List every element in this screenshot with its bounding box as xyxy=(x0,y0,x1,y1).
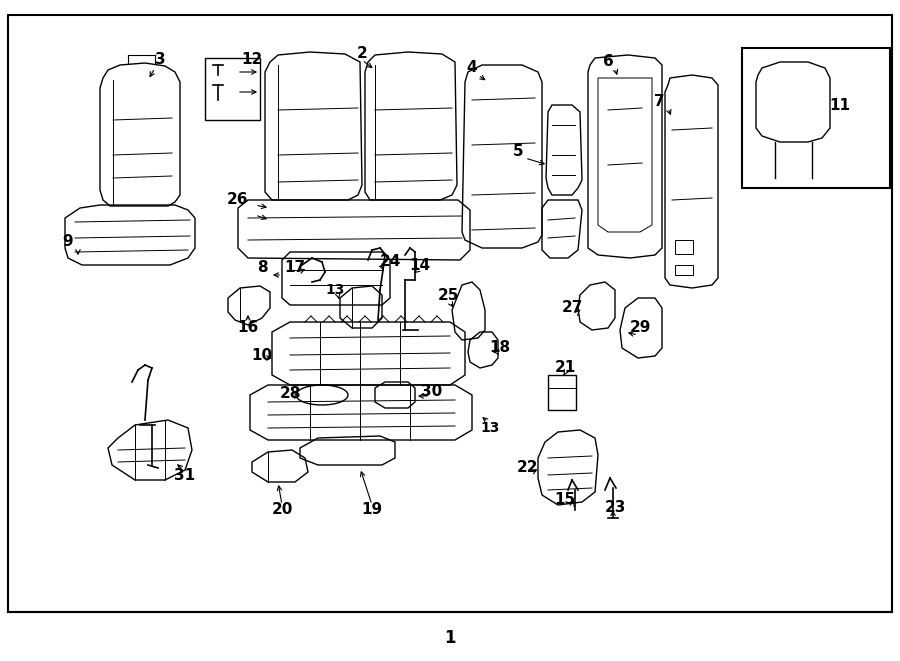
Text: 1: 1 xyxy=(445,629,455,647)
Text: 20: 20 xyxy=(271,502,292,518)
Text: 28: 28 xyxy=(279,385,301,401)
Bar xyxy=(675,240,693,254)
Text: 24: 24 xyxy=(379,254,400,270)
Text: 8: 8 xyxy=(256,260,267,276)
Text: 14: 14 xyxy=(410,258,430,272)
Bar xyxy=(548,375,576,410)
Text: 13: 13 xyxy=(481,421,500,435)
Text: 7: 7 xyxy=(654,95,665,110)
Text: 23: 23 xyxy=(604,500,626,516)
Text: 19: 19 xyxy=(362,502,382,518)
Text: 4: 4 xyxy=(467,61,477,75)
Text: 6: 6 xyxy=(603,54,614,69)
Text: 9: 9 xyxy=(63,235,73,249)
Text: 2: 2 xyxy=(356,46,367,61)
Text: 10: 10 xyxy=(251,348,273,362)
Text: 30: 30 xyxy=(421,385,443,399)
Text: 17: 17 xyxy=(284,260,306,276)
Text: 11: 11 xyxy=(830,98,850,112)
Text: 21: 21 xyxy=(554,360,576,375)
Bar xyxy=(742,48,890,188)
Bar xyxy=(205,58,260,120)
Text: 22: 22 xyxy=(518,461,539,475)
Text: 27: 27 xyxy=(562,301,582,315)
Text: 5: 5 xyxy=(513,145,523,159)
Text: 25: 25 xyxy=(437,288,459,303)
Text: 15: 15 xyxy=(554,492,576,508)
Text: 12: 12 xyxy=(241,52,263,67)
Text: 3: 3 xyxy=(155,52,166,67)
Bar xyxy=(675,265,693,275)
Text: 16: 16 xyxy=(238,321,258,336)
Text: 13: 13 xyxy=(325,283,345,297)
Text: 29: 29 xyxy=(629,321,651,336)
Text: 26: 26 xyxy=(227,192,248,208)
Text: 31: 31 xyxy=(175,467,195,483)
Text: 18: 18 xyxy=(490,340,510,356)
